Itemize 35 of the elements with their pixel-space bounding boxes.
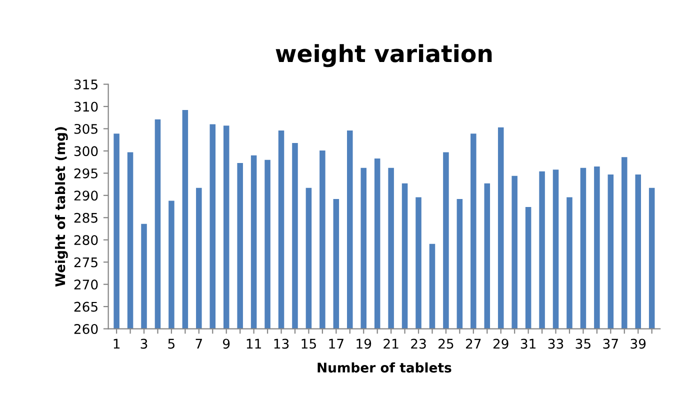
x-tick-label: 33 — [548, 338, 564, 349]
x-tick-label: 23 — [411, 338, 426, 349]
y-tick-label: 260 — [74, 324, 98, 334]
y-tick-label: 295 — [74, 168, 98, 178]
x-axis-title: Number of tablets — [318, 362, 452, 373]
x-tick-label: 19 — [356, 338, 372, 349]
y-tick-label: 275 — [74, 257, 98, 268]
x-tick-label: 39 — [630, 338, 646, 349]
y-tick-label: 305 — [74, 124, 98, 134]
x-tick-label: 7 — [196, 338, 202, 349]
y-tick-label: 290 — [74, 190, 98, 201]
x-tick-label: 1 — [114, 338, 120, 349]
x-tick-label: 21 — [384, 338, 398, 349]
y-axis-title: Weight of tablet (mg) — [54, 127, 68, 287]
x-tick-label: 31 — [520, 338, 536, 349]
x-tick-label: 17 — [329, 338, 344, 349]
x-tick-label: 13 — [274, 338, 289, 349]
x-tick-label: 9 — [222, 338, 230, 349]
x-tick-label: 35 — [576, 338, 590, 349]
y-tick-label: 270 — [74, 280, 98, 290]
y-tick-label: 285 — [74, 212, 98, 223]
x-tick-label: 5 — [168, 338, 174, 349]
x-tick-label: 11 — [246, 338, 261, 349]
y-tick-label: 265 — [74, 302, 98, 312]
chart-title: weight variation — [276, 44, 492, 68]
y-tick-label: 280 — [74, 235, 98, 246]
x-tick-label: 25 — [438, 338, 454, 349]
y-tick-label: 310 — [74, 102, 98, 112]
x-tick-label: 3 — [140, 338, 148, 349]
y-tick-label: 315 — [74, 79, 98, 90]
x-tick-label: 27 — [466, 338, 481, 349]
x-tick-label: 15 — [302, 338, 316, 349]
y-tick-label: 300 — [74, 146, 98, 156]
x-tick-label: 37 — [603, 338, 618, 349]
x-tick-label: 29 — [493, 338, 508, 349]
